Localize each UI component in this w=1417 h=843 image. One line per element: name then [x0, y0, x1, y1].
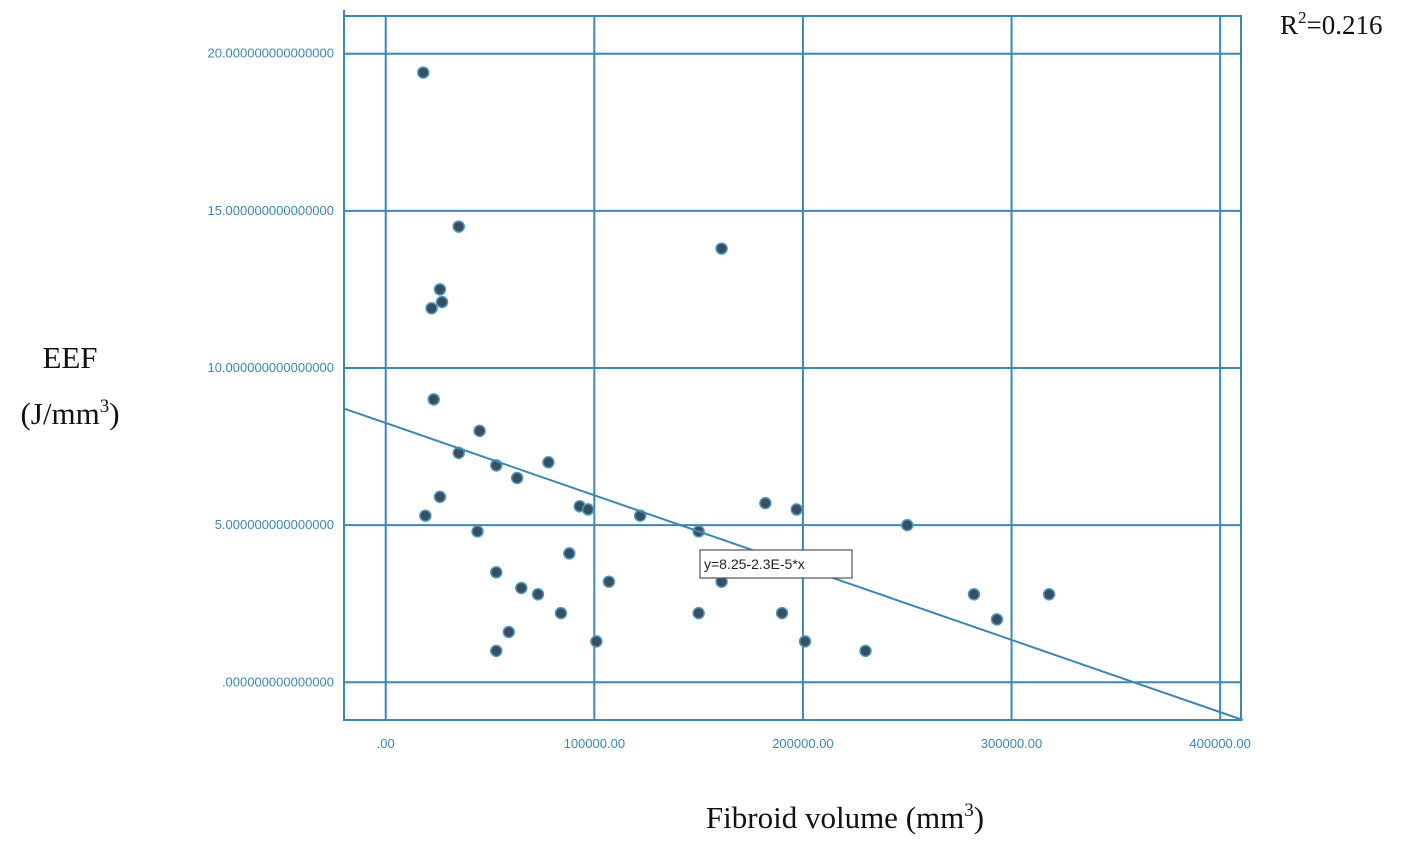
data-point-21 — [602, 575, 616, 588]
r-squared-superscript: 2 — [1298, 8, 1307, 27]
data-point-35 — [859, 644, 872, 658]
x-tick-label-1: 100000.00 — [564, 736, 625, 751]
r-squared-value: =0.216 — [1307, 10, 1383, 40]
y-tick-label-2: 10.000000000000000 — [207, 360, 334, 375]
x-tick-label-0: .00 — [377, 736, 395, 751]
data-point-33 — [798, 635, 812, 648]
x-tick-label-4: 400000.00 — [1189, 736, 1250, 751]
x-axis-title-text: Fibroid volume (mm — [706, 800, 964, 835]
r-squared-prefix: R — [1280, 10, 1298, 40]
data-point-1 — [452, 220, 465, 233]
x-axis-title-superscript: 3 — [964, 800, 974, 821]
x-tick-label-2: 200000.00 — [772, 736, 833, 751]
data-point-13 — [471, 525, 484, 538]
data-point-25 — [590, 635, 603, 648]
data-point-11 — [433, 490, 447, 504]
data-point-38 — [1042, 588, 1056, 601]
data-point-29 — [692, 606, 705, 620]
data-point-10 — [542, 456, 555, 469]
data-point-6 — [473, 424, 486, 438]
data-point-17 — [563, 547, 576, 560]
y-tick-label-0: .000000000000000 — [222, 674, 334, 689]
data-point-30 — [759, 496, 772, 510]
grid-lines — [344, 16, 1241, 720]
x-axis-title-close: ) — [974, 800, 984, 835]
y-axis-title-close: ) — [109, 396, 119, 431]
tick-labels: .00 100000.00 200000.00 300000.00 400000.00.… — [207, 46, 1250, 751]
y-tick-label-3: 15.000000000000000 — [207, 203, 334, 218]
data-point-26 — [715, 242, 728, 255]
data-point-5 — [427, 393, 440, 406]
data-point-18 — [490, 566, 503, 579]
data-point-37 — [990, 613, 1004, 626]
data-point-31 — [790, 503, 803, 516]
data-point-0 — [417, 66, 430, 79]
y-axis-title-line2: (J/mm3) — [20, 396, 119, 431]
equation-label-box: y=8.25-2.3E-5*x — [699, 549, 853, 579]
data-point-3 — [425, 302, 438, 315]
x-tick-label-3: 300000.00 — [981, 736, 1042, 751]
r-squared-label: R2=0.216 — [1280, 8, 1383, 40]
data-point-20 — [531, 588, 545, 601]
data-point-4 — [435, 295, 449, 309]
data-point-23 — [502, 625, 516, 639]
plot-frame — [343, 15, 1242, 721]
data-point-24 — [490, 644, 503, 658]
y-axis-title-unit: (J/mm — [20, 396, 99, 431]
data-point-32 — [775, 606, 789, 620]
data-points — [417, 66, 1056, 658]
y-axis-title-line1: EEF — [42, 340, 97, 375]
x-axis-title: Fibroid volume (mm3) — [706, 800, 984, 835]
data-point-34 — [900, 518, 914, 532]
y-axis-title-superscript: 3 — [100, 396, 110, 417]
data-point-12 — [419, 509, 432, 522]
data-point-36 — [967, 588, 981, 601]
y-tick-label-4: 20.000000000000000 — [207, 46, 334, 61]
equation-label-frame — [699, 549, 853, 579]
data-point-9 — [510, 471, 524, 485]
equation-label: y=8.25-2.3E-5*x — [704, 556, 805, 572]
y-tick-label-1: 5.000000000000000 — [215, 517, 334, 532]
data-point-22 — [554, 606, 568, 620]
data-point-19 — [515, 581, 528, 595]
data-point-15 — [581, 503, 595, 516]
data-point-2 — [433, 283, 447, 296]
